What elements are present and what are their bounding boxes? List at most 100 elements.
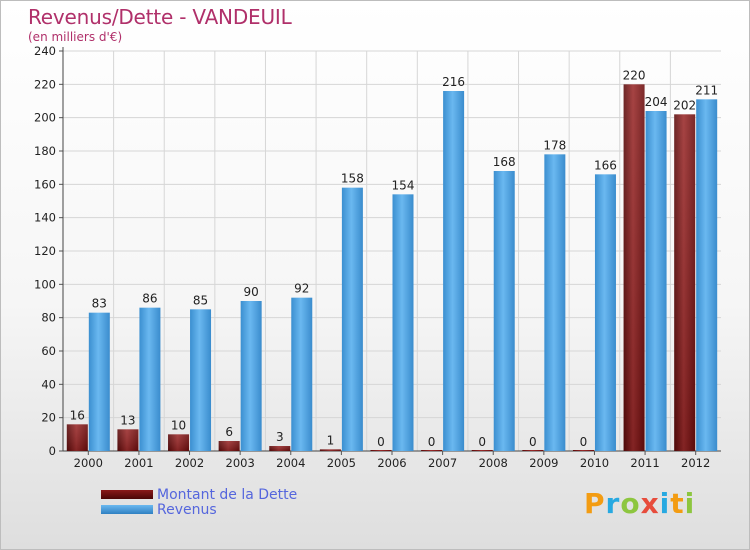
legend: Montant de la Dette Revenus	[101, 486, 298, 518]
data-label-dette: 13	[120, 413, 135, 427]
bar-revenus	[544, 154, 566, 452]
x-tick-label: 2009	[529, 456, 558, 470]
bar-dette-shade	[674, 114, 696, 451]
x-tick-label: 2004	[276, 456, 305, 470]
logo-letter: i	[659, 487, 671, 520]
data-label-revenus: 166	[594, 158, 617, 172]
logo-letter: x	[640, 487, 660, 520]
data-label-revenus: 86	[142, 292, 157, 306]
x-tick-label: 2007	[428, 456, 457, 470]
bar-revenus	[190, 309, 212, 451]
bar-revenus	[341, 187, 363, 451]
data-label-revenus: 83	[92, 297, 107, 311]
bar-dette	[522, 450, 544, 451]
data-label-dette: 0	[377, 435, 385, 449]
y-tick-label: 100	[34, 277, 56, 291]
gridlines	[63, 50, 721, 452]
bar-dette-shade	[623, 84, 645, 451]
x-tick-label: 2010	[580, 456, 609, 470]
chart-subtitle: (en milliers d'€)	[28, 30, 123, 44]
data-label-dette: 3	[276, 430, 284, 444]
data-label-dette: 220	[623, 68, 646, 82]
bar-dette	[572, 450, 594, 451]
y-tick-label: 160	[34, 177, 56, 191]
bar-dette-shade	[117, 429, 139, 451]
y-tick-label: 240	[34, 44, 56, 58]
x-tick-label: 2001	[124, 456, 153, 470]
bar-revenus	[493, 171, 515, 451]
data-label-revenus: 90	[244, 285, 259, 299]
data-label-revenus: 216	[442, 75, 465, 89]
bars	[66, 84, 718, 452]
bar-dette	[421, 450, 443, 451]
y-tick-label: 140	[34, 211, 56, 225]
legend-item-revenus: Revenus	[101, 501, 297, 518]
x-tick-label: 2002	[175, 456, 204, 470]
data-label-revenus: 178	[543, 138, 566, 152]
data-label-dette: 1	[327, 433, 335, 447]
bar-dette-shade	[319, 449, 341, 451]
data-label-revenus: 92	[294, 282, 309, 296]
data-label-revenus: 168	[493, 155, 516, 169]
y-tick-label: 40	[41, 377, 56, 391]
legend-swatch-revenus	[101, 505, 153, 514]
bar-dette	[370, 450, 392, 451]
data-label-dette: 0	[529, 435, 537, 449]
y-tick-label: 120	[34, 244, 56, 258]
x-tick-label: 2011	[630, 456, 659, 470]
data-label-dette: 0	[478, 435, 486, 449]
bar-revenus	[594, 174, 616, 452]
legend-swatch-dette	[101, 490, 153, 499]
legend-item-dette: Montant de la Dette	[101, 486, 298, 503]
data-label-revenus: 154	[392, 178, 415, 192]
data-label-dette: 10	[171, 418, 186, 432]
bar-revenus	[139, 307, 161, 451]
bar-revenus	[240, 301, 262, 451]
y-tick-label: 80	[41, 311, 56, 325]
y-tick-label: 60	[41, 344, 56, 358]
data-label-dette: 202	[673, 98, 696, 112]
data-label-dette: 0	[428, 435, 436, 449]
bar-dette-shade	[218, 441, 240, 451]
bar-dette-shade	[168, 434, 190, 451]
logo-letter: o	[620, 487, 641, 520]
y-tick-label: 0	[49, 444, 56, 458]
logo-letter: r	[605, 487, 621, 520]
y-tick-label: 220	[34, 77, 56, 91]
y-tick-label: 200	[34, 111, 56, 125]
data-label-dette: 6	[225, 425, 233, 439]
x-tick-label: 2003	[226, 456, 255, 470]
data-label-revenus: 85	[193, 293, 208, 307]
x-tick-label: 2005	[327, 456, 356, 470]
bar-revenus	[645, 111, 667, 451]
data-label-revenus: 211	[695, 83, 718, 97]
bar-revenus	[392, 194, 414, 452]
logo-letter: P	[584, 487, 606, 520]
x-tick-label: 2008	[479, 456, 508, 470]
x-tick-label: 2000	[74, 456, 103, 470]
x-tick-label: 2006	[377, 456, 406, 470]
data-label-revenus: 158	[341, 172, 364, 186]
bar-revenus	[696, 99, 718, 451]
data-label-revenus: 204	[645, 95, 668, 109]
data-label-dette: 16	[70, 408, 85, 422]
bar-dette-shade	[269, 446, 291, 451]
logo-letter: i	[684, 487, 696, 520]
y-tick-label: 20	[41, 411, 56, 425]
legend-label-revenus: Revenus	[157, 501, 217, 518]
bar-revenus	[291, 297, 313, 451]
bar-dette	[471, 450, 493, 451]
data-label-dette: 0	[580, 435, 588, 449]
bar-dette-shade	[66, 424, 88, 451]
x-tick-label: 2012	[681, 456, 710, 470]
legend-label-dette: Montant de la Dette	[157, 486, 298, 503]
logo-letter: t	[670, 487, 685, 520]
bar-revenus	[88, 312, 110, 451]
y-tick-label: 180	[34, 144, 56, 158]
bar-revenus	[443, 91, 465, 451]
chart-title: Revenus/Dette - VANDEUIL	[28, 5, 292, 29]
